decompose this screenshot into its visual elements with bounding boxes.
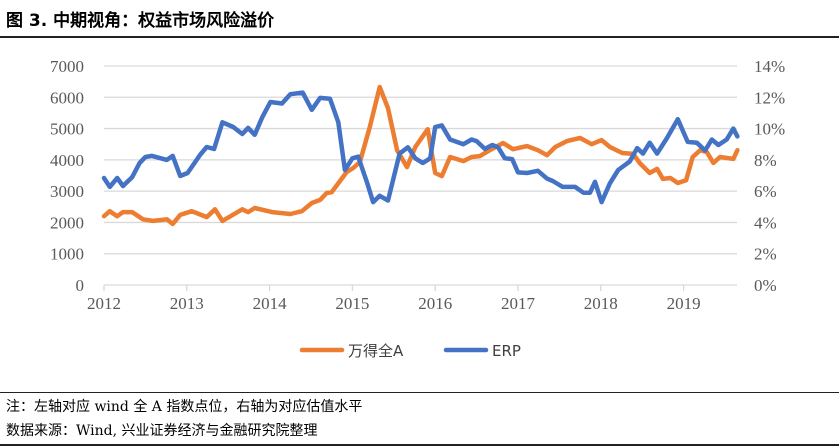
x-tick-label: 2017: [501, 294, 536, 313]
x-tick-label: 2015: [335, 294, 369, 313]
y-tick-label: 3000: [50, 182, 84, 201]
figure-title: 图 3. 中期视角：权益市场风险溢价: [6, 11, 275, 31]
y2-tick-label: 8%: [754, 151, 777, 170]
legend-label: ERP: [492, 342, 521, 360]
x-tick-label: 2014: [253, 294, 288, 313]
x-tick-label: 2013: [170, 294, 204, 313]
x-tick-label: 2018: [584, 294, 618, 313]
axis-note: 注：左轴对应 wind 全 A 指数点位，右轴为对应估值水平: [6, 399, 363, 415]
x-tick-label: 2012: [87, 294, 121, 313]
y2-tick-label: 14%: [754, 57, 785, 76]
x-tick-label: 2019: [667, 294, 701, 313]
y2-tick-label: 0%: [754, 276, 777, 295]
data-source: 数据来源：Wind, 兴业证券经济与金融研究院整理: [6, 423, 318, 439]
y-tick-label: 4000: [50, 151, 84, 170]
y2-tick-label: 6%: [754, 182, 777, 201]
x-tick-label: 2016: [418, 294, 452, 313]
footer-divider: [0, 392, 839, 393]
y-tick-label: 5000: [50, 120, 84, 139]
y-tick-label: 6000: [50, 88, 84, 107]
y2-tick-label: 12%: [754, 88, 785, 107]
bottom-divider: [0, 444, 839, 446]
y-tick-label: 1000: [50, 245, 84, 264]
y-tick-label: 2000: [50, 213, 84, 232]
series-line-erp: [101, 90, 740, 205]
y2-tick-label: 10%: [754, 120, 785, 139]
y-tick-label: 0: [76, 276, 85, 295]
title-divider: [0, 36, 839, 38]
legend-label: 万得全A: [348, 342, 404, 360]
y2-tick-label: 2%: [754, 245, 777, 264]
y-tick-label: 7000: [50, 57, 84, 76]
y2-tick-label: 4%: [754, 213, 777, 232]
